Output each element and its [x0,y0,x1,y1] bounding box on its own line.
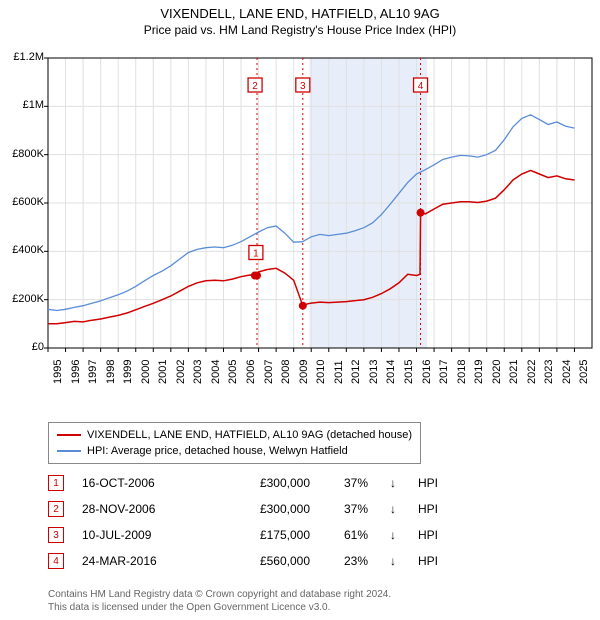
sales-pct: 37% [328,476,368,490]
sales-marker-box: 4 [48,553,64,569]
sales-row: 1 16-OCT-2006 £300,000 37% ↓ HPI [48,470,458,496]
title-block: VIXENDELL, LANE END, HATFIELD, AL10 9AG … [0,0,600,37]
sales-pct: 23% [328,554,368,568]
x-axis-tick-label: 2015 [403,360,415,384]
svg-text:2: 2 [252,81,258,92]
sales-price: £300,000 [210,476,310,490]
arrow-down-icon: ↓ [386,476,400,490]
sales-table: 1 16-OCT-2006 £300,000 37% ↓ HPI 2 28-NOV-2006 £… [48,470,458,574]
footer-line-2: This data is licensed under the Open Gov… [48,601,391,614]
footer-line-1: Contains HM Land Registry data © Crown c… [48,588,391,601]
svg-text:3: 3 [300,81,306,92]
x-axis-tick-label: 2021 [508,360,520,384]
y-axis-tick-label: £200K [4,293,44,305]
arrow-down-icon: ↓ [386,528,400,542]
x-axis-tick-label: 2014 [385,360,397,384]
sales-date: 24-MAR-2016 [82,554,192,568]
x-axis-tick-label: 2013 [368,360,380,384]
arrow-down-icon: ↓ [386,502,400,516]
x-axis-tick-label: 2003 [192,360,204,384]
x-axis-tick-label: 2001 [157,360,169,384]
sales-date: 28-NOV-2006 [82,502,192,516]
x-axis-tick-label: 1997 [87,360,99,384]
x-axis-tick-label: 1995 [52,360,64,384]
sales-row: 3 10-JUL-2009 £175,000 61% ↓ HPI [48,522,458,548]
x-axis-tick-label: 2024 [561,360,573,384]
x-axis-tick-label: 2000 [140,360,152,384]
svg-text:1: 1 [253,249,259,260]
x-axis-tick-label: 2025 [578,360,590,384]
sales-marker-box: 3 [48,527,64,543]
sales-price: £175,000 [210,528,310,542]
x-axis-tick-label: 2011 [333,360,345,384]
sales-price: £300,000 [210,502,310,516]
svg-text:4: 4 [418,81,424,92]
x-axis-tick-label: 2012 [350,360,362,384]
x-axis-tick-label: 2009 [298,360,310,384]
y-axis-tick-label: £600K [4,196,44,208]
x-axis-tick-label: 2022 [526,360,538,384]
legend-label: VIXENDELL, LANE END, HATFIELD, AL10 9AG … [87,427,412,443]
footer-attribution: Contains HM Land Registry data © Crown c… [48,588,391,614]
sales-rel-hpi: HPI [418,528,458,542]
x-axis-tick-label: 2005 [227,360,239,384]
chart-area: 1 2 3 4 £0 £200K £400K £600K £800K £1M £1.2M 1995… [0,48,600,418]
y-axis-tick-label: £1.2M [4,51,44,63]
x-axis-tick-label: 2002 [175,360,187,384]
sales-date: 10-JUL-2009 [82,528,192,542]
x-axis-tick-label: 1999 [122,360,134,384]
legend-item: VIXENDELL, LANE END, HATFIELD, AL10 9AG … [57,427,412,443]
x-axis-tick-label: 2019 [473,360,485,384]
legend-item: HPI: Average price, detached house, Welw… [57,443,412,459]
sales-pct: 37% [328,502,368,516]
y-axis-tick-label: £800K [4,148,44,160]
legend-swatch [57,434,81,436]
y-axis-tick-label: £0 [4,341,44,353]
sales-pct: 61% [328,528,368,542]
x-axis-tick-label: 2004 [210,360,222,384]
y-axis-tick-label: £1M [4,99,44,111]
x-axis-tick-label: 1998 [105,360,117,384]
sales-rel-hpi: HPI [418,502,458,516]
x-axis-tick-label: 2010 [315,360,327,384]
chart-subtitle: Price paid vs. HM Land Registry's House … [0,23,600,37]
sales-marker-box: 2 [48,501,64,517]
x-axis-tick-label: 1996 [70,360,82,384]
sales-row: 2 28-NOV-2006 £300,000 37% ↓ HPI [48,496,458,522]
chart-title: VIXENDELL, LANE END, HATFIELD, AL10 9AG [0,6,600,21]
x-axis-tick-label: 2008 [280,360,292,384]
x-axis-tick-label: 2018 [456,360,468,384]
y-axis-tick-label: £400K [4,244,44,256]
x-axis-tick-label: 2007 [263,360,275,384]
sales-row: 4 24-MAR-2016 £560,000 23% ↓ HPI [48,548,458,574]
sales-rel-hpi: HPI [418,476,458,490]
sales-marker-box: 1 [48,475,64,491]
sales-rel-hpi: HPI [418,554,458,568]
x-axis-tick-label: 2020 [491,360,503,384]
legend-swatch [57,450,81,452]
legend-label: HPI: Average price, detached house, Welw… [87,443,348,459]
x-axis-tick-label: 2023 [543,360,555,384]
arrow-down-icon: ↓ [386,554,400,568]
sales-date: 16-OCT-2006 [82,476,192,490]
legend: VIXENDELL, LANE END, HATFIELD, AL10 9AG … [48,422,421,464]
x-axis-tick-label: 2006 [245,360,257,384]
sales-price: £560,000 [210,554,310,568]
x-axis-tick-label: 2016 [421,360,433,384]
x-axis-tick-label: 2017 [438,360,450,384]
figure-container: VIXENDELL, LANE END, HATFIELD, AL10 9AG … [0,0,600,620]
